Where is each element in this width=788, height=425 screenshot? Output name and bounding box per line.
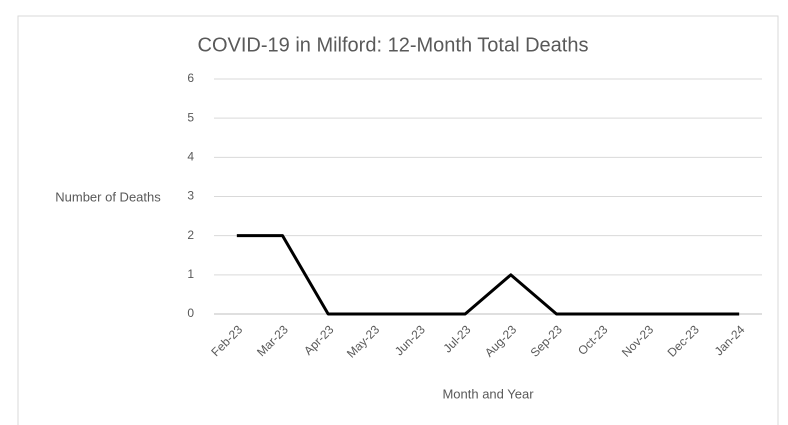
y-tick-label: 0 <box>187 306 194 320</box>
line-series <box>236 234 740 316</box>
y-tick-label: 1 <box>187 267 194 281</box>
y-tick-label: 3 <box>187 189 194 203</box>
x-axis-title: Month and Year <box>442 386 534 401</box>
y-axis-title: Number of Deaths <box>55 189 161 204</box>
y-tick-label: 6 <box>187 71 194 85</box>
y-tick-label: 2 <box>187 228 194 242</box>
chart-frame <box>17 15 779 425</box>
y-tick-label: 4 <box>187 150 194 164</box>
y-tick-label: 5 <box>187 110 194 124</box>
chart-title: COVID-19 in Milford: 12-Month Total Deat… <box>198 34 589 56</box>
